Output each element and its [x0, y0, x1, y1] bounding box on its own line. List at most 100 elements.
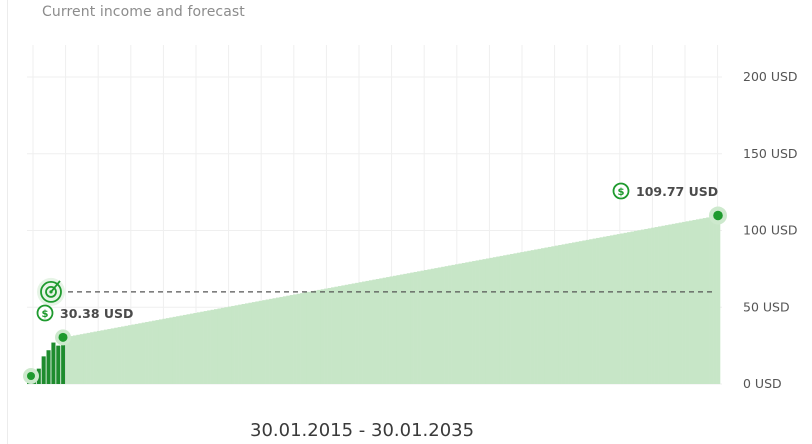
- forecast-bar: [578, 241, 583, 384]
- forecast-bar: [561, 244, 566, 384]
- forecast-bar: [72, 335, 77, 384]
- forecast-bar: [506, 254, 511, 384]
- forecast-bar: [582, 240, 587, 384]
- forecast-bar: [482, 259, 487, 384]
- forecast-bar: [633, 230, 638, 384]
- target-icon-ring: [45, 285, 57, 298]
- target-icon: [37, 277, 65, 306]
- forecast-bar: [334, 286, 339, 384]
- forecast-bar: [430, 268, 435, 384]
- forecast-bar: [227, 306, 232, 384]
- forecast-bar: [303, 292, 308, 384]
- forecast-bars: [66, 215, 721, 384]
- forecast-bar: [678, 222, 683, 384]
- forecast-bar: [537, 248, 542, 384]
- forecast-bar: [689, 220, 693, 384]
- forecast-bar: [231, 305, 235, 384]
- forecast-bar: [420, 270, 425, 384]
- forecast-bar: [637, 230, 642, 384]
- forecast-bar: [272, 298, 277, 384]
- forecast-bar: [616, 234, 621, 384]
- forecast-bar: [279, 296, 284, 384]
- forecast-bar: [262, 300, 266, 384]
- forecast-bar: [599, 237, 604, 384]
- forecast-bar: [465, 262, 470, 384]
- forecast-bar: [668, 224, 673, 384]
- forecast-bar: [437, 267, 442, 384]
- overlays: $30.38 USD $ 109.77 USD: [23, 182, 727, 384]
- forecast-bar: [282, 296, 287, 384]
- forecast-bar: [365, 280, 370, 384]
- actual-bar: [41, 356, 46, 384]
- forecast-bar: [682, 221, 686, 384]
- forecast-bar: [551, 246, 556, 384]
- forecast-bar: [355, 282, 359, 384]
- forecast-bar: [534, 249, 538, 384]
- forecast-bar: [379, 278, 383, 384]
- forecast-bar: [441, 266, 445, 384]
- forecast-bar: [368, 280, 373, 384]
- dollar-icon: $: [36, 304, 54, 322]
- forecast-bar: [613, 234, 618, 384]
- forecast-bar: [706, 217, 710, 384]
- forecast-end-marker: [713, 210, 723, 221]
- forecast-bar: [114, 327, 118, 384]
- forecast-bar: [592, 238, 597, 384]
- forecast-bar: [214, 309, 218, 384]
- forecast-bar: [393, 275, 397, 384]
- forecast-bar: [627, 232, 631, 384]
- forecast-bar: [90, 332, 94, 384]
- forecast-bar: [620, 233, 624, 384]
- forecast-bar: [661, 225, 666, 384]
- forecast-bar: [585, 239, 590, 384]
- forecast-bar: [344, 284, 349, 384]
- forecast-bar: [117, 327, 122, 384]
- forecast-bar: [193, 312, 198, 384]
- forecast-bar: [695, 219, 700, 384]
- forecast-bar: [492, 257, 497, 384]
- forecast-bar: [348, 284, 352, 384]
- forecast-bar: [131, 324, 136, 384]
- forecast-bar: [317, 289, 322, 384]
- forecast-bar: [275, 297, 280, 384]
- y-tick-label: 200 USD: [743, 69, 798, 84]
- forecast-bar: [448, 265, 452, 384]
- date-range: 30.01.2015 - 30.01.2035: [250, 420, 475, 441]
- forecast-bar: [241, 304, 246, 384]
- chart-title: Current income and forecast: [42, 4, 245, 20]
- forecast-bar: [427, 269, 432, 384]
- forecast-bar: [709, 216, 714, 384]
- forecast-bar: [186, 314, 191, 384]
- forecast-bar: [145, 321, 149, 384]
- forecast-bar: [79, 334, 84, 384]
- forecast-bar: [489, 257, 494, 384]
- actual-bar: [56, 345, 61, 385]
- forecast-bar: [110, 328, 115, 384]
- forecast-bar: [651, 227, 655, 384]
- forecast-bar: [451, 264, 456, 384]
- forecast-bar: [172, 316, 177, 384]
- forecast-bar: [479, 259, 483, 384]
- forecast-bar: [86, 332, 91, 384]
- forecast-bar: [234, 305, 239, 384]
- forecast-bar: [269, 298, 273, 384]
- forecast-bar: [217, 308, 222, 384]
- forecast-bar: [306, 291, 311, 384]
- target-icon-arrow: [50, 280, 61, 293]
- forecast-bar: [396, 275, 401, 384]
- forecast-end-label: 109.77 USD: [636, 184, 718, 199]
- forecast-bar: [475, 260, 480, 384]
- forecast-bar: [386, 277, 390, 384]
- forecast-bar: [523, 251, 528, 384]
- forecast-bar: [183, 314, 187, 384]
- forecast-bar: [248, 302, 253, 384]
- forecast-bar: [148, 321, 153, 384]
- forecast-bar: [324, 288, 328, 384]
- forecast-bar: [692, 219, 697, 384]
- forecast-bar: [313, 290, 318, 384]
- forecast-bar: [258, 300, 263, 384]
- forecast-bar: [69, 336, 74, 384]
- y-tick-label: 150 USD: [743, 146, 798, 161]
- forecast-bar: [127, 325, 132, 384]
